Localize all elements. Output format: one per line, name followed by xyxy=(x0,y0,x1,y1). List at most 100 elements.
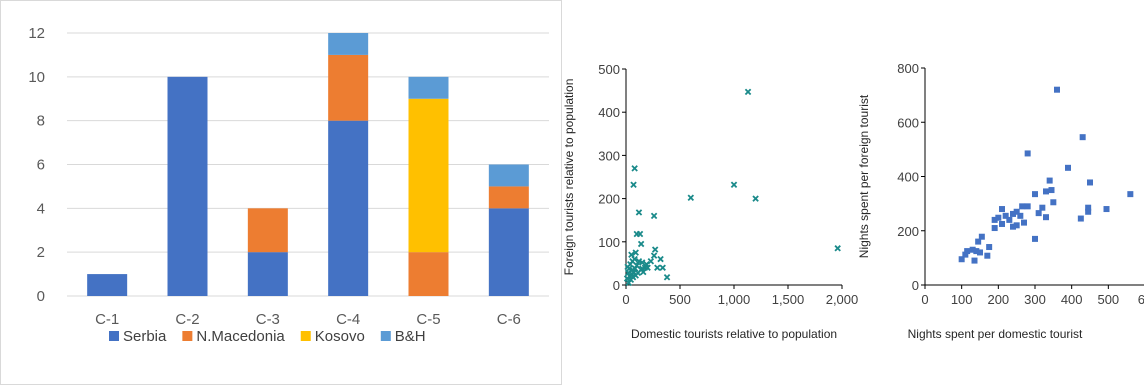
scatter2-point xyxy=(1017,212,1024,219)
scatter-chart-nights-spent: 0 200 400 600 800 0 100 200 300 400 500 60 Nights sp… xyxy=(857,61,1144,341)
legend-label: B&H xyxy=(395,328,426,345)
scatter2-point xyxy=(1087,179,1093,186)
scatter2-point xyxy=(1085,204,1092,211)
y-tick-label: 0 xyxy=(37,288,45,305)
scatter1-point xyxy=(625,279,632,287)
legend-label: Serbia xyxy=(123,328,167,345)
bar-segment xyxy=(247,208,288,253)
scatter2-point xyxy=(984,252,991,259)
scatter1-point xyxy=(647,258,655,265)
x-tick-label: C-3 xyxy=(256,311,280,328)
scatter2-y-tick-label: 400 xyxy=(897,170,919,185)
scatter2-point xyxy=(1010,223,1016,230)
scatter1-point xyxy=(629,266,636,274)
legend-swatch xyxy=(380,331,391,341)
scatter2-point xyxy=(1085,208,1092,215)
scatter1-x-tick-label: 0 xyxy=(622,292,629,307)
scatter2-point xyxy=(1035,210,1042,217)
scatter2-point xyxy=(962,251,969,258)
scatter1-point xyxy=(635,258,643,265)
scatter2-point xyxy=(1043,188,1049,195)
scatter1-point xyxy=(632,249,639,256)
scatter1-y-tick-label: 300 xyxy=(598,148,620,163)
scatter2-point xyxy=(999,220,1005,227)
scatter1-x-tick-label: 2,000 xyxy=(826,292,859,307)
scatter2-point xyxy=(1013,222,1020,229)
scatter1-point xyxy=(624,263,631,271)
scatter2-x-tick-label: 200 xyxy=(987,292,1009,307)
scatter1-point xyxy=(651,246,659,253)
stacked-bar-chart: 0 2 4 6 8 10 12 C-1 C-2 C-3 C-4 C-5 C-6 Serbia N.Maced… xyxy=(28,25,549,345)
scatter1-point xyxy=(637,240,645,248)
scatter1-point xyxy=(752,195,759,202)
y-tick-label: 4 xyxy=(37,200,45,217)
scatter1-x-axis-label: Domestic tourists relative to population xyxy=(631,327,837,341)
scatter2-point xyxy=(1010,210,1016,217)
scatter2-x-tick-label: 500 xyxy=(1097,292,1119,307)
scatter2-y-tick-label: 800 xyxy=(897,61,919,76)
bar-segment xyxy=(167,76,208,296)
scatter1-point xyxy=(635,209,643,216)
bar-segment xyxy=(488,186,529,209)
scatter2-y-tick-label: 600 xyxy=(897,115,919,130)
legend-swatch xyxy=(182,331,193,341)
bar-segment xyxy=(247,252,288,296)
y-tick-label: 2 xyxy=(37,244,45,261)
scatter1-point xyxy=(730,181,738,189)
scatter1-y-tick-label: 0 xyxy=(613,278,620,293)
x-tick-label: C-6 xyxy=(497,311,521,328)
scatter1-point xyxy=(744,88,752,96)
scatter2-point xyxy=(1019,203,1026,210)
y-tick-label: 12 xyxy=(28,25,45,42)
scatter2-point xyxy=(1048,187,1055,194)
scatter2-point xyxy=(1054,86,1060,93)
legend-label: N.Macedonia xyxy=(196,328,285,345)
scatter1-point xyxy=(631,165,638,172)
scatter1-point xyxy=(650,252,658,259)
stacked-bar-chart-panel: 0 2 4 6 8 10 12 C-1 C-2 C-3 C-4 C-5 C-6 Serbia N.Maced… xyxy=(0,0,562,385)
bar-segment xyxy=(328,120,369,297)
scatter2-x-axis-label: Nights spent per domestic tourist xyxy=(908,327,1083,341)
scatter1-y-tick-label: 500 xyxy=(598,62,620,77)
scatter1-x-tick-label: 500 xyxy=(669,292,691,307)
scatter2-x-tick-label: 300 xyxy=(1024,292,1046,307)
scatter1-y-tick-label: 100 xyxy=(598,235,620,250)
y-tick-label: 6 xyxy=(37,157,45,174)
scatter1-point xyxy=(636,230,644,238)
bar-segment xyxy=(328,33,369,55)
scatter2-x-tick-label: 60 xyxy=(1138,292,1144,307)
scatter2-point xyxy=(964,248,971,255)
scatter2-point xyxy=(1024,203,1031,210)
scatter2-point xyxy=(986,244,993,251)
scatter2-point xyxy=(1050,199,1057,206)
scatter2-point xyxy=(1103,206,1110,213)
scatter1-point xyxy=(623,275,631,282)
scatter1-point xyxy=(663,273,671,281)
x-tick-label: C-2 xyxy=(175,311,199,328)
bar-segment xyxy=(87,274,128,296)
scatter2-point xyxy=(999,206,1005,213)
x-tick-label: C-4 xyxy=(336,311,360,328)
scatter1-point xyxy=(650,212,658,220)
scatter2-point xyxy=(1077,215,1084,222)
scatter1-point xyxy=(631,255,638,263)
scatter1-point xyxy=(657,255,664,263)
scatter1-x-tick-label: 1,000 xyxy=(718,292,751,307)
legend-swatch xyxy=(109,331,119,341)
scatter2-point xyxy=(975,238,982,245)
bar-segment xyxy=(408,98,449,253)
scatter2-point xyxy=(1006,216,1013,223)
bar-segment xyxy=(408,76,449,99)
scatter1-point xyxy=(630,181,637,189)
scatter2-x-tick-label: 100 xyxy=(951,292,973,307)
scatter1-point xyxy=(834,245,841,252)
scatter2-point xyxy=(1046,177,1053,184)
scatter2-point xyxy=(969,246,976,253)
legend-label: Kosovo xyxy=(315,328,365,345)
scatter2-point xyxy=(1043,214,1049,221)
scatter2-point xyxy=(1024,150,1031,157)
legend-swatch xyxy=(300,331,311,341)
scatter2-point xyxy=(1032,191,1038,198)
scatter1-point xyxy=(643,261,650,268)
bar-segment xyxy=(488,164,529,187)
